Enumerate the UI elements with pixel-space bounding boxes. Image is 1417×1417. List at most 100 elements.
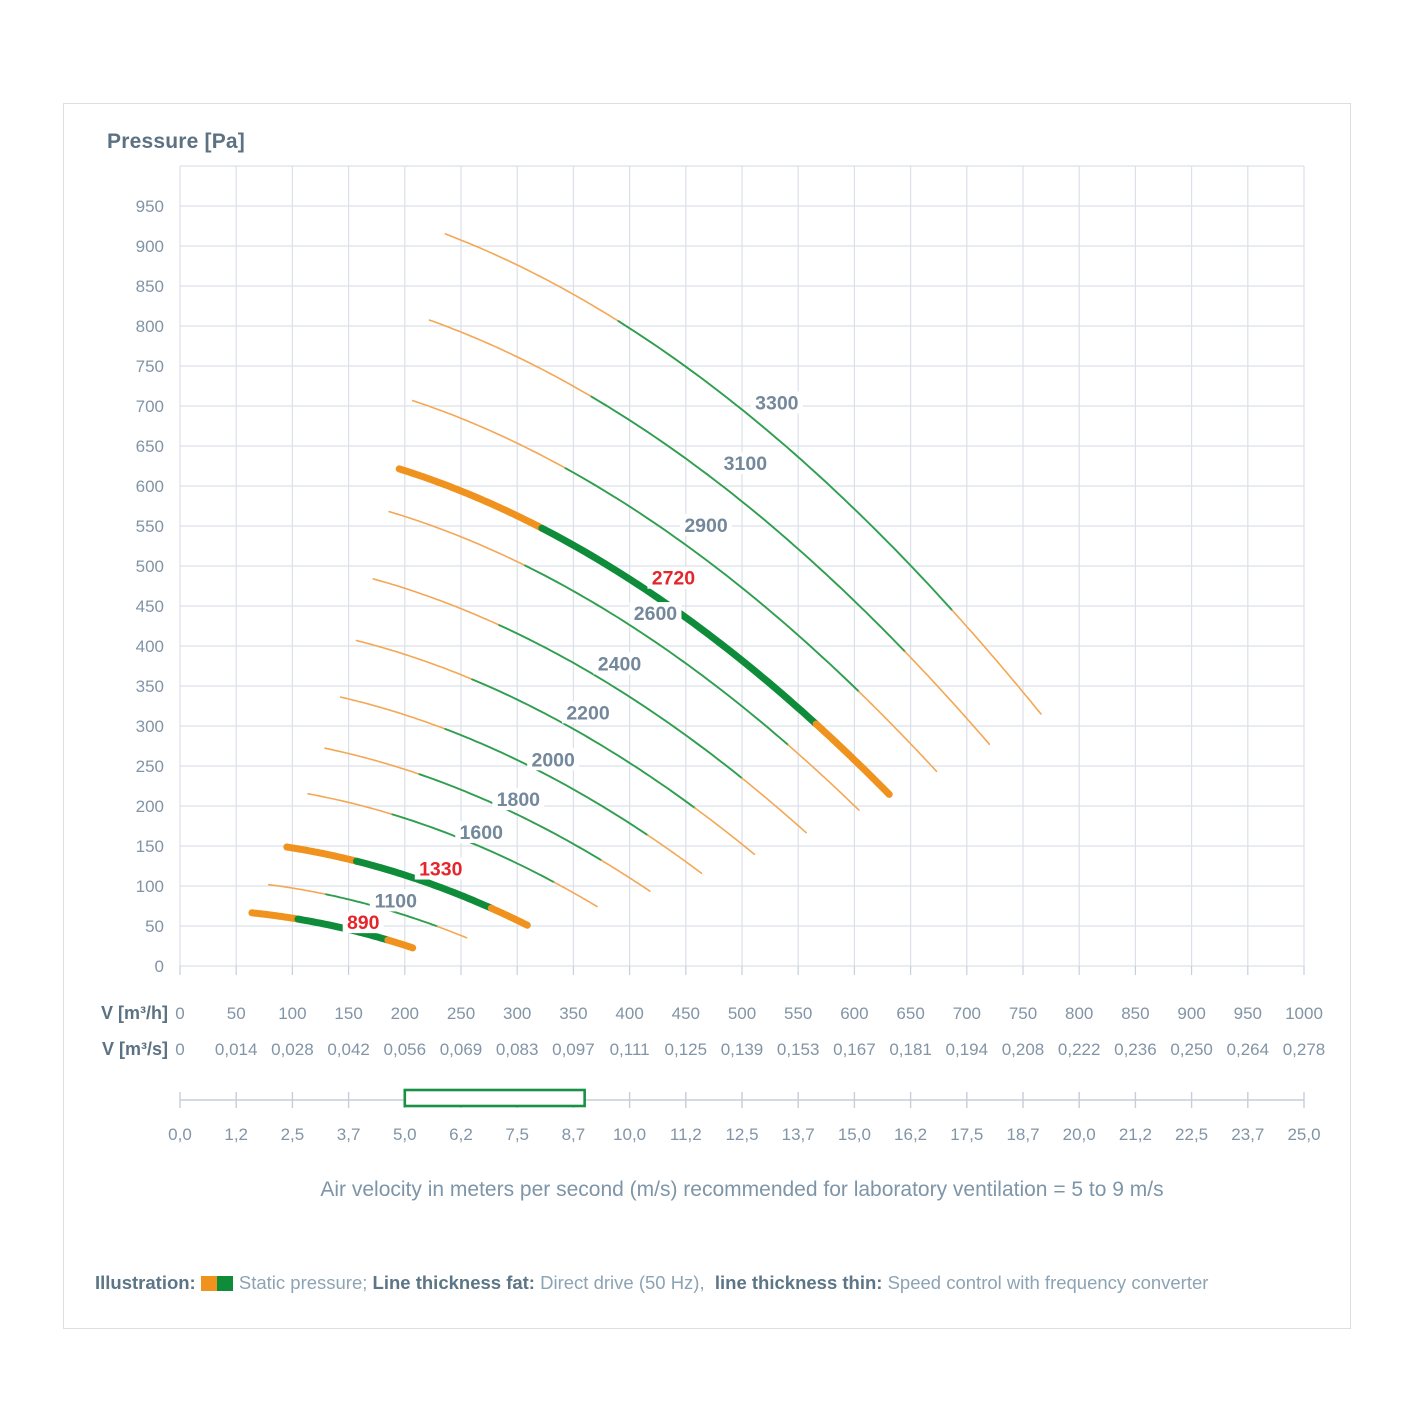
pressure-axis-title: Pressure [Pa] — [107, 130, 246, 153]
curve-segment-green — [564, 467, 860, 693]
velocity-tick-label: 10,0 — [613, 1125, 646, 1144]
curve-label-890: 890 — [347, 912, 380, 934]
curve-segment-orange — [444, 233, 620, 322]
pressure-tick-label: 450 — [136, 597, 164, 616]
flow-m3s-tick-label: 0,250 — [1170, 1040, 1213, 1059]
pressure-tick-label: 700 — [136, 397, 164, 416]
flow-m3s-tick-label: 0,125 — [665, 1040, 708, 1059]
flow-m3h-tick-label: 150 — [334, 1004, 362, 1023]
curve-label-bg — [527, 748, 580, 771]
flow-m3h-tick-label: 700 — [953, 1004, 981, 1023]
flow-m3s-axis-title: V [m³/s] — [102, 1039, 168, 1059]
curve-label-1330: 1330 — [419, 859, 463, 881]
velocity-tick-label: 7,5 — [505, 1125, 529, 1144]
flow-m3s-tick-label: 0,111 — [610, 1040, 650, 1059]
flow-axis-ticks — [179, 966, 1305, 975]
flow-m3s-tick-label: 0,167 — [833, 1040, 876, 1059]
velocity-tick-label: 6,2 — [449, 1125, 473, 1144]
curve-segment-orange — [411, 399, 567, 470]
flow-m3h-tick-label: 550 — [784, 1004, 812, 1023]
curve-segment-orange — [428, 319, 593, 398]
flow-m3s-tick-label: 0,278 — [1283, 1040, 1326, 1059]
velocity-tick-label: 1,2 — [224, 1125, 248, 1144]
curve-label-2200: 2200 — [566, 702, 610, 724]
curve-label-bg — [719, 452, 772, 475]
flow-m3h-tick-label: 600 — [840, 1004, 868, 1023]
curve-label-bg — [455, 821, 508, 844]
pressure-tick-label: 200 — [136, 797, 164, 816]
curve-segment-orange — [267, 883, 327, 896]
flow-m3s-tick-label: 0,042 — [327, 1040, 370, 1059]
flow-m3s-tick-label: 0,194 — [946, 1040, 989, 1059]
flow-m3s-tick-label: 0,208 — [1002, 1040, 1045, 1059]
curve-segment-orange — [600, 859, 651, 893]
pressure-tick-label: 550 — [136, 517, 164, 536]
recommended-velocity-range-box — [403, 1088, 586, 1108]
pressure-tick-label: 500 — [136, 557, 164, 576]
flow-m3h-tick-label: 900 — [1177, 1004, 1205, 1023]
velocity-tick-label: 12,5 — [725, 1125, 758, 1144]
flow-m3s-tick-label: 0,083 — [496, 1040, 539, 1059]
pressure-tick-label: 50 — [145, 917, 164, 936]
flow-m3h-tick-label: 800 — [1065, 1004, 1093, 1023]
legend-static-pressure: Static pressure; — [238, 1272, 368, 1293]
chart-frame — [63, 103, 1351, 1329]
curve-label-2720: 2720 — [652, 568, 696, 590]
curve-segment-orange — [307, 792, 394, 816]
curve-segment-orange — [248, 909, 302, 923]
curve-segment-orange — [553, 881, 598, 908]
curve-label-bg — [629, 602, 682, 625]
curve-segment-orange — [858, 690, 938, 773]
flow-m3h-axis-title: V [m³/h] — [101, 1003, 168, 1023]
flow-m3s-tick-label: 0,236 — [1114, 1040, 1157, 1059]
flow-m3h-tick-label: 50 — [227, 1004, 246, 1023]
legend-fat-label: Line thickness fat: — [372, 1272, 535, 1293]
curve-label-bg — [647, 566, 700, 589]
pressure-tick-label: 250 — [136, 757, 164, 776]
curve-segment-green — [524, 564, 790, 746]
flow-m3h-tick-label: 0 — [175, 1004, 184, 1023]
curve-label-bg — [680, 513, 733, 536]
flow-m3s-tick-label: 0,056 — [384, 1040, 427, 1059]
flow-m3s-tick-label: 0,181 — [889, 1040, 932, 1059]
curve-label-2400: 2400 — [598, 653, 642, 675]
flow-m3s-tick-label: 0,264 — [1227, 1040, 1270, 1059]
flow-m3s-tick-label: 0,222 — [1058, 1040, 1101, 1059]
curve-segment-green — [353, 857, 495, 912]
curve-segment-green — [418, 773, 603, 862]
velocity-tick-label: 22,5 — [1175, 1125, 1208, 1144]
fan-curves — [248, 233, 1042, 952]
velocity-tick-label: 20,0 — [1063, 1125, 1096, 1144]
curve-label-1800: 1800 — [497, 789, 541, 811]
fan-curve-2200 — [355, 639, 756, 856]
velocity-tick-label: 16,2 — [894, 1125, 927, 1144]
curve-label-2000: 2000 — [531, 749, 575, 771]
pressure-tick-label: 0 — [155, 957, 164, 976]
pressure-tick-label: 900 — [136, 237, 164, 256]
flow-m3s-axis: V [m³/s] 0 0,014 0,028 0,042 0,056 0,069 0,083 0… — [102, 1039, 1325, 1059]
curve-segment-orange — [487, 904, 531, 929]
velocity-tick-label: 2,5 — [281, 1125, 305, 1144]
grid — [179, 165, 1305, 967]
curve-label-bg — [562, 701, 615, 724]
air-velocity-caption: Air velocity in meters per second (m/s) … — [320, 1178, 1164, 1201]
flow-m3s-tick-label: 0,069 — [440, 1040, 483, 1059]
flow-m3s-tick-label: 0 — [175, 1040, 184, 1059]
static-pressure-green-swatch — [216, 1276, 233, 1291]
flow-m3h-tick-label: 1000 — [1285, 1004, 1323, 1023]
fan-curve-1800 — [324, 747, 651, 893]
curve-segment-orange — [395, 465, 546, 532]
velocity-tick-label: 13,7 — [782, 1125, 815, 1144]
curve-segment-green — [471, 678, 696, 809]
fan-curve-890 — [248, 909, 417, 952]
legend-fat-value: Direct drive (50 Hz), — [540, 1272, 705, 1293]
flow-m3s-tick-label: 0,028 — [271, 1040, 314, 1059]
flow-m3h-tick-label: 950 — [1234, 1004, 1262, 1023]
curve-segment-green — [444, 728, 649, 837]
velocity-tick-label: 3,7 — [337, 1125, 361, 1144]
velocity-tick-label: 5,0 — [393, 1125, 417, 1144]
curve-label-bg — [369, 889, 422, 912]
fan-curve-3300 — [444, 233, 1042, 715]
